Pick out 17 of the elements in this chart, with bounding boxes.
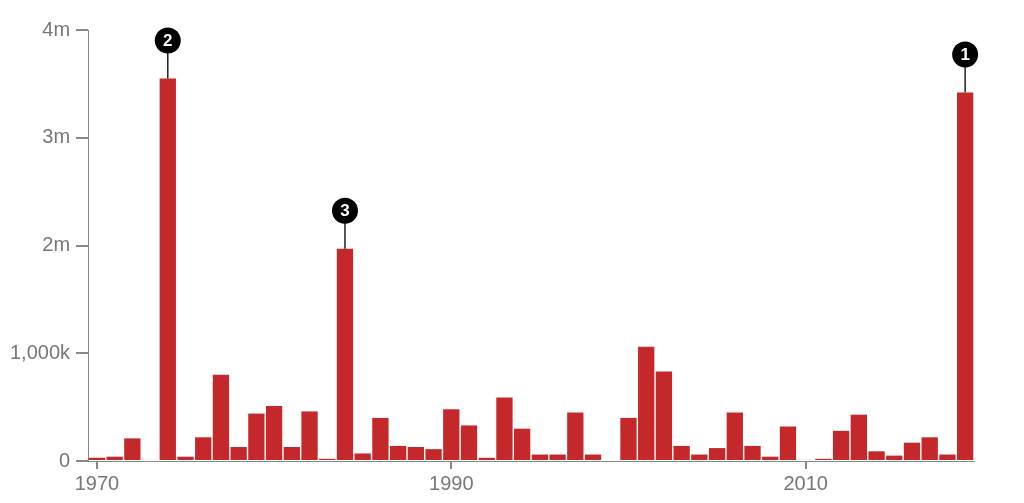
bar (903, 442, 921, 460)
y-tick-label: 0 (58, 448, 71, 471)
bar (212, 374, 230, 460)
annotation: 2 (163, 31, 173, 51)
x-tick-label: 1970 (74, 471, 120, 494)
bar (336, 248, 354, 460)
y-tick-label: 4m (42, 17, 71, 40)
x-tick-label: 1990 (429, 471, 474, 494)
bar (779, 426, 797, 460)
y-tick-label: 3m (42, 125, 71, 148)
annotation: 1 (960, 45, 970, 65)
y-tick-label: 2m (42, 233, 71, 256)
annotation: 3 (340, 201, 350, 221)
x-tick-label: 2010 (783, 471, 828, 494)
bar (460, 425, 478, 460)
bar (584, 454, 602, 460)
y-tick-label: 1,000k (9, 340, 72, 363)
